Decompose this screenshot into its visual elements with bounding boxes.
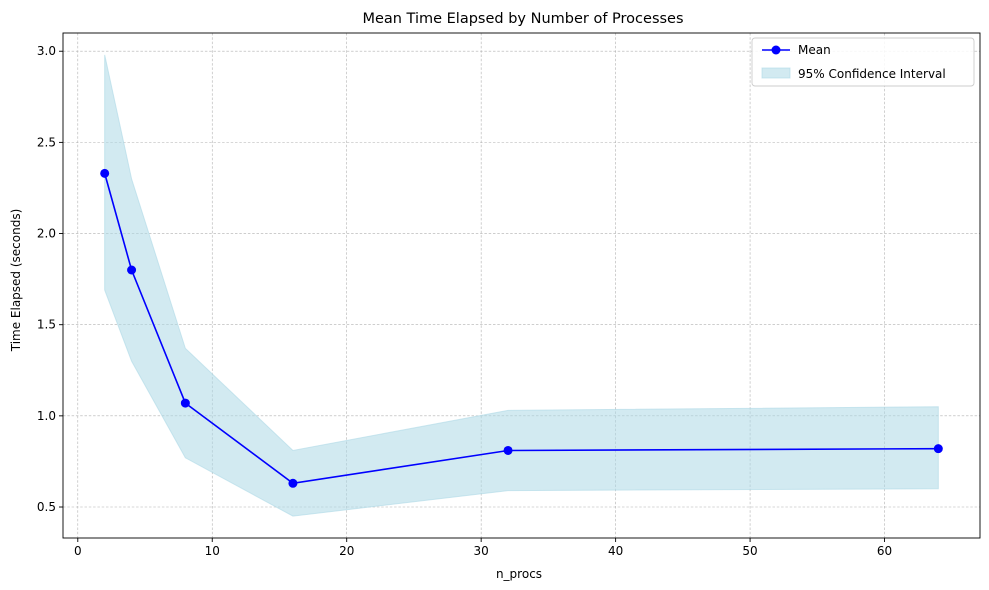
mean-line [103,173,939,485]
confidence-band-layer [104,54,939,517]
legend-mean-marker-swatch [771,45,781,55]
y-axis-label: Time Elapsed (seconds) [9,209,23,353]
mean-line-layer [103,173,939,485]
y-tick-label: 2.0 [37,227,56,241]
x-tick-label: 40 [608,544,623,558]
legend-band-swatch [761,67,791,79]
x-axis: 0 10 20 30 40 50 60 [74,538,892,558]
mean-marker [100,168,110,178]
mean-marker [288,478,298,488]
x-tick-label: 0 [74,544,82,558]
y-tick-label: 3.0 [37,44,56,58]
legend-label-mean: Mean [798,43,831,57]
marker-layer [100,168,943,488]
confidence-interval-band [104,54,939,517]
y-axis: 0.5 1.0 1.5 2.0 2.5 3.0 [37,44,63,514]
x-tick-label: 50 [742,544,757,558]
legend-box [751,37,975,87]
x-tick-label: 60 [877,544,892,558]
plot-frame [62,32,981,539]
x-axis-label: n_procs [496,567,542,581]
chart-title: Mean Time Elapsed by Number of Processes [362,11,683,27]
mean-marker [127,265,137,275]
x-tick-label: 30 [474,544,489,558]
plot-area [62,32,981,539]
mean-marker [180,398,190,408]
x-tick-label: 10 [205,544,220,558]
mean-marker [503,445,513,455]
y-tick-label: 1.0 [37,409,56,423]
legend-label-confidence-interval: 95% Confidence Interval [798,67,946,81]
x-tick-label: 20 [339,544,354,558]
y-tick-label: 1.5 [37,318,56,332]
mean-marker [933,444,943,454]
legend: Mean 95% Confidence Interval [751,37,975,87]
y-tick-label: 0.5 [37,500,56,514]
y-tick-label: 2.5 [37,135,56,149]
